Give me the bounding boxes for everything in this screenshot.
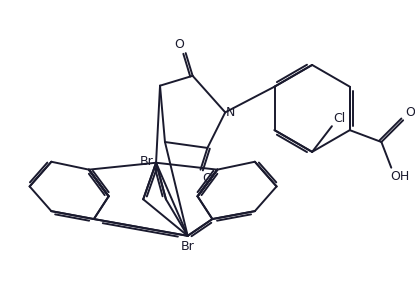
Text: N: N: [226, 106, 236, 119]
Text: Cl: Cl: [333, 112, 345, 125]
Text: Br: Br: [181, 240, 195, 253]
Text: O: O: [203, 171, 212, 185]
Text: O: O: [405, 106, 415, 119]
Text: O: O: [174, 38, 184, 51]
Text: OH: OH: [390, 170, 410, 183]
Text: Br: Br: [139, 155, 153, 168]
